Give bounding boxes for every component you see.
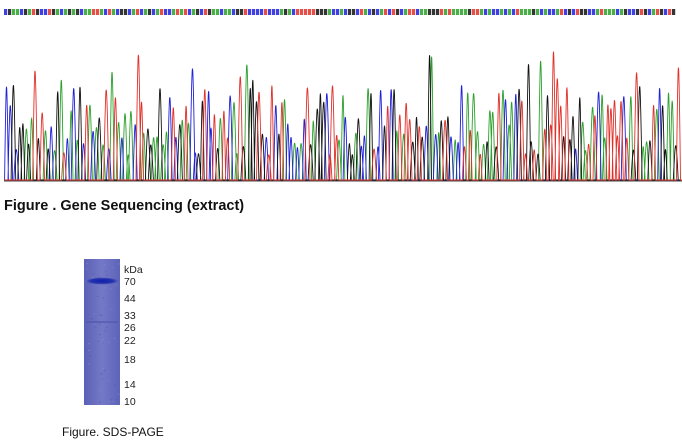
protein-band [85,277,119,285]
marker-label-18: 18 [124,354,136,366]
marker-label-10: 10 [124,396,136,408]
sequencing-caption: Figure . Gene Sequencing (extract) [4,198,245,214]
marker-label-33: 33 [124,310,136,322]
marker-label-70: 70 [124,276,136,288]
sds-page-gel-lane [84,259,120,405]
marker-label-14: 14 [124,379,136,391]
trace-c [4,68,682,181]
trace-t [4,51,682,181]
base-call-sequence [4,6,678,18]
trace-g [4,55,682,181]
marker-label-44: 44 [124,293,136,305]
marker-label-26: 26 [124,322,136,334]
gene-sequencing-figure [0,0,682,186]
faint-band [86,321,118,323]
chromatogram-trace [4,51,682,182]
sds-page-caption: Figure. SDS-PAGE [62,425,164,439]
trace-a [4,56,682,181]
base-call-letters [4,9,676,15]
marker-unit-label: kDa [124,264,143,276]
marker-label-22: 22 [124,335,136,347]
